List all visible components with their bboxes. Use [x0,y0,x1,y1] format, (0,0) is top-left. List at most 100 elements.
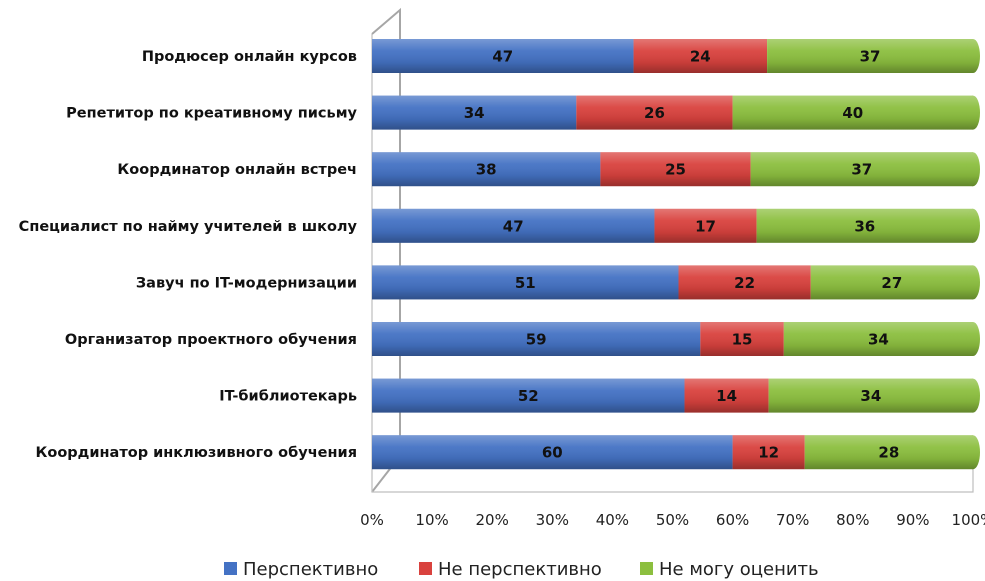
bar-segment: 27 [810,265,980,300]
category-label: Координатор инклюзивного обучения [36,445,358,461]
bar-segment-shade [633,39,768,73]
bar-row: 60 12 28 [372,435,980,470]
data-label: 12 [758,444,779,462]
category-label: Репетитор по креативному письму [66,106,357,122]
data-label: 47 [492,48,513,66]
data-label: 37 [860,48,881,66]
category-label: Координатор онлайн встреч [117,162,357,178]
bar-segment: 47 [372,208,655,243]
legend-label: Не перспективно [438,559,602,580]
bar-segment-shade [804,435,973,470]
bar-segment-shade [372,152,601,187]
bar-segment-shade [372,378,685,413]
bar-segment-shade [576,95,733,130]
bar-segment-shade [732,435,805,470]
bar-segment: 12 [732,435,805,470]
bar-segment-shade [732,95,973,130]
data-label: 37 [851,161,872,179]
bar-row: 34 26 40 [372,95,980,130]
bars-layer: 47 24 37 34 26 40 38 25 37 47 17 36 51 22 27 59 15 34 52 14… [372,39,980,470]
x-tick-label: 40% [596,511,629,529]
bar-segment: 47 [372,39,634,73]
x-tick-label: 80% [836,511,869,529]
category-label: Завуч по IT-модернизации [136,275,357,291]
bar-row: 51 22 27 [372,265,980,300]
bar-row: 52 14 34 [372,378,980,413]
bar-segment: 37 [750,152,980,187]
data-label: 17 [695,217,716,235]
legend-swatch [224,562,237,575]
bar-segment: 17 [654,208,757,243]
data-label: 59 [526,331,547,349]
bar-segment: 24 [633,39,768,73]
legend-item: Перспективно [224,559,378,580]
x-tick-label: 60% [716,511,749,529]
bar-segment-shade [600,152,751,187]
bar-end-cap-shade [966,378,980,413]
data-label: 25 [665,161,686,179]
bar-segment-shade [372,95,577,130]
category-label: Продюсер онлайн курсов [142,49,357,65]
bar-end-cap-shade [966,95,980,130]
bar-row: 47 24 37 [372,39,980,73]
bar-end-cap-shade [966,322,980,356]
bar-segment: 26 [576,95,733,130]
data-label: 40 [842,104,863,122]
bar-segment: 51 [372,265,679,300]
x-tick-label: 20% [476,511,509,529]
bar-end-cap-shade [966,39,980,73]
bar-segment: 15 [700,322,784,356]
bar-end-cap-shade [966,265,980,300]
x-tick-label: 90% [896,511,929,529]
bar-segment-shade [750,152,973,187]
data-label: 26 [644,104,665,122]
legend: Перспективно Не перспективно Не могу оцени… [224,559,819,580]
bar-segment: 34 [768,378,980,413]
data-label: 47 [503,217,524,235]
bar-row: 47 17 36 [372,208,980,243]
data-label: 51 [515,274,536,292]
bar-segment: 14 [684,378,769,413]
data-label: 22 [734,274,755,292]
bar-segment-shade [654,208,757,243]
bar-segment: 60 [372,435,733,470]
x-tick-label: 70% [776,511,809,529]
legend-swatch [640,562,653,575]
bar-segment-shade [810,265,973,300]
data-label: 24 [690,48,711,66]
bar-segment-shade [372,435,733,470]
bar-end-cap-shade [966,435,980,470]
bar-segment: 25 [600,152,751,187]
data-label: 28 [878,444,899,462]
data-label: 14 [716,387,737,405]
bar-segment: 52 [372,378,685,413]
bar-segment: 37 [767,39,980,73]
plot-frame [371,7,974,493]
bar-segment-shade [783,322,973,356]
bar-segment-shade [372,265,679,300]
category-label: Специалист по найму учителей в школу [19,219,358,235]
data-label: 15 [732,331,753,349]
legend-item: Не перспективно [419,559,602,580]
bar-segment: 22 [678,265,811,300]
bar-segment-shade [767,39,973,73]
x-tick-label: 30% [536,511,569,529]
bar-segment: 38 [372,152,601,187]
bar-segment: 28 [804,435,980,470]
legend-item: Не могу оценить [640,559,819,580]
bar-segment: 34 [783,322,980,356]
category-label: IT-библиотекарь [219,389,357,405]
bar-row: 59 15 34 [372,322,980,356]
bar-segment: 40 [732,95,980,130]
data-label: 34 [464,104,485,122]
data-label: 34 [868,331,889,349]
bar-segment: 36 [756,208,980,243]
legend-swatch [419,562,432,575]
bar-segment-shade [700,322,784,356]
bar-row: 38 25 37 [372,152,980,187]
x-tick-label: 10% [415,511,448,529]
bar-segment-shade [372,322,701,356]
data-label: 60 [542,444,563,462]
category-labels: Продюсер онлайн курсов Репетитор по креат… [19,49,358,461]
